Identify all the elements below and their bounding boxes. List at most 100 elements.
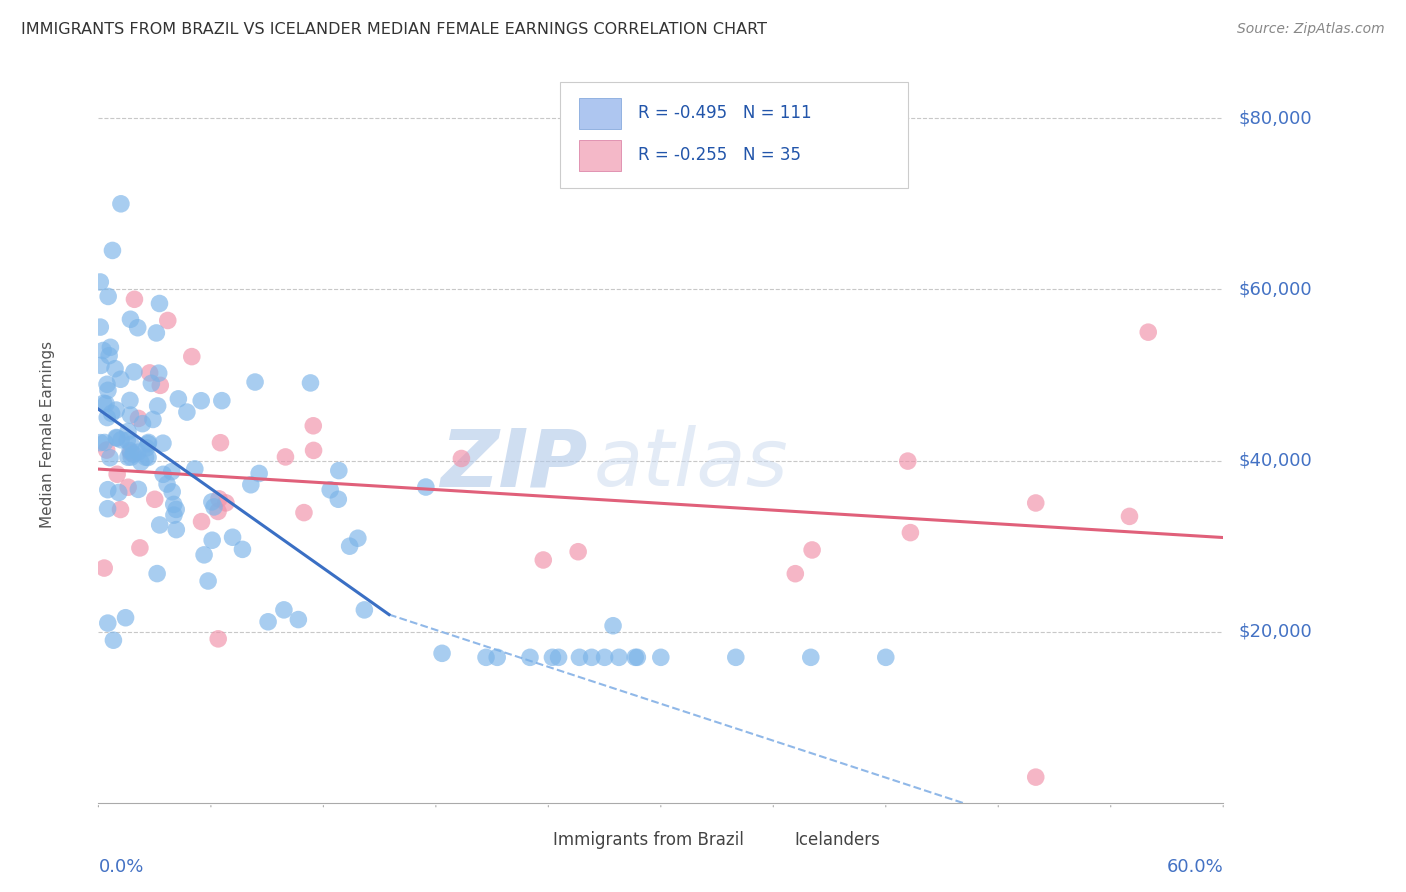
Point <box>97 289 120 303</box>
Point <box>167 392 190 406</box>
Point <box>163 497 186 511</box>
Point <box>624 650 647 665</box>
Point <box>328 464 350 478</box>
Point <box>450 451 472 466</box>
Point <box>215 496 238 510</box>
Point <box>302 418 325 433</box>
Point <box>190 515 212 529</box>
Point <box>127 411 149 425</box>
Point <box>567 545 589 559</box>
Point <box>135 441 157 455</box>
Point <box>89 435 111 450</box>
Point <box>176 405 198 419</box>
Point <box>120 443 142 458</box>
Point <box>547 650 569 665</box>
Point <box>541 650 564 665</box>
Point <box>97 501 120 516</box>
Point <box>105 430 128 444</box>
Point <box>184 462 207 476</box>
Point <box>149 378 172 392</box>
Point <box>243 375 266 389</box>
Point <box>531 553 554 567</box>
Point <box>607 650 630 665</box>
Point <box>897 454 920 468</box>
Point <box>593 650 616 665</box>
Point <box>142 412 165 426</box>
Point <box>110 196 132 211</box>
Point <box>785 566 807 581</box>
Point <box>89 320 111 334</box>
Point <box>430 646 453 660</box>
Point <box>202 500 225 514</box>
Point <box>138 435 160 450</box>
Point <box>104 361 127 376</box>
Point <box>568 650 591 665</box>
Point <box>120 437 142 451</box>
Point <box>156 313 179 327</box>
Point <box>93 561 115 575</box>
FancyBboxPatch shape <box>560 81 908 188</box>
Point <box>353 603 375 617</box>
Point <box>101 244 124 258</box>
Point <box>1118 509 1140 524</box>
Point <box>117 450 139 465</box>
Point <box>148 296 170 310</box>
Point <box>117 434 139 448</box>
Point <box>127 320 149 334</box>
Text: Immigrants from Brazil: Immigrants from Brazil <box>553 830 744 848</box>
Point <box>89 275 111 289</box>
Point <box>257 615 280 629</box>
Point <box>581 650 603 665</box>
Point <box>801 543 824 558</box>
Point <box>141 376 163 391</box>
Point <box>122 365 145 379</box>
Text: R = -0.495   N = 111: R = -0.495 N = 111 <box>638 104 811 122</box>
Point <box>519 650 541 665</box>
Text: 60.0%: 60.0% <box>1167 858 1223 877</box>
Point <box>193 548 215 562</box>
Point <box>110 372 132 386</box>
Point <box>221 530 243 544</box>
Point <box>120 445 142 459</box>
Point <box>165 502 187 516</box>
Text: atlas: atlas <box>593 425 789 503</box>
Point <box>328 492 350 507</box>
Point <box>98 349 121 363</box>
Point <box>131 417 153 431</box>
Point <box>117 425 139 439</box>
Point <box>117 480 139 494</box>
Point <box>165 523 187 537</box>
Point <box>98 450 121 465</box>
Point <box>415 480 437 494</box>
Point <box>1025 770 1047 784</box>
Text: Median Female Earnings: Median Female Earnings <box>41 342 55 528</box>
Point <box>120 408 142 422</box>
Point <box>347 531 370 545</box>
Point <box>1025 496 1047 510</box>
Point <box>152 436 174 450</box>
Point <box>114 611 136 625</box>
Point <box>211 393 233 408</box>
Point <box>96 443 118 458</box>
Text: $20,000: $20,000 <box>1239 623 1312 640</box>
Point <box>274 450 297 464</box>
Point <box>97 616 120 631</box>
Text: R = -0.255   N = 35: R = -0.255 N = 35 <box>638 146 801 164</box>
Point <box>149 518 172 533</box>
Point <box>160 484 183 499</box>
Point <box>292 506 315 520</box>
Point <box>120 450 142 464</box>
Point <box>122 447 145 461</box>
Point <box>96 377 118 392</box>
Point <box>90 359 112 373</box>
Point <box>94 397 117 411</box>
Point <box>118 393 141 408</box>
Point <box>190 393 212 408</box>
Point <box>93 396 115 410</box>
Point <box>724 650 747 665</box>
Point <box>97 483 120 497</box>
Point <box>129 541 152 555</box>
Point <box>160 465 183 479</box>
Point <box>97 384 120 398</box>
Point <box>626 650 648 665</box>
